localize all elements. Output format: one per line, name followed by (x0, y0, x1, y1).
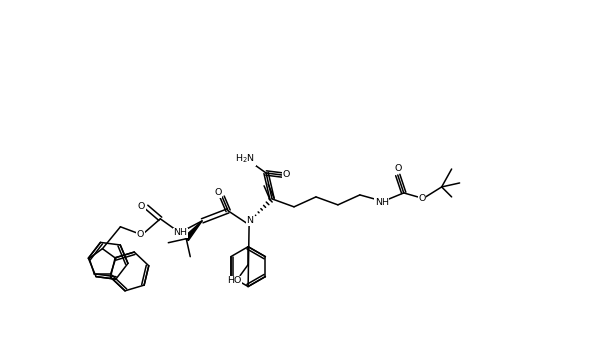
Text: NH: NH (375, 198, 389, 207)
Text: O: O (215, 189, 222, 197)
Text: NH: NH (173, 228, 187, 237)
Text: N: N (246, 216, 254, 225)
Text: O: O (137, 230, 144, 239)
Text: O: O (282, 171, 290, 180)
Text: O: O (394, 163, 401, 173)
Text: HO: HO (227, 276, 241, 285)
Text: O: O (418, 194, 426, 203)
Text: O: O (138, 202, 145, 211)
Polygon shape (184, 221, 202, 240)
Text: H$_2$N: H$_2$N (235, 153, 255, 165)
